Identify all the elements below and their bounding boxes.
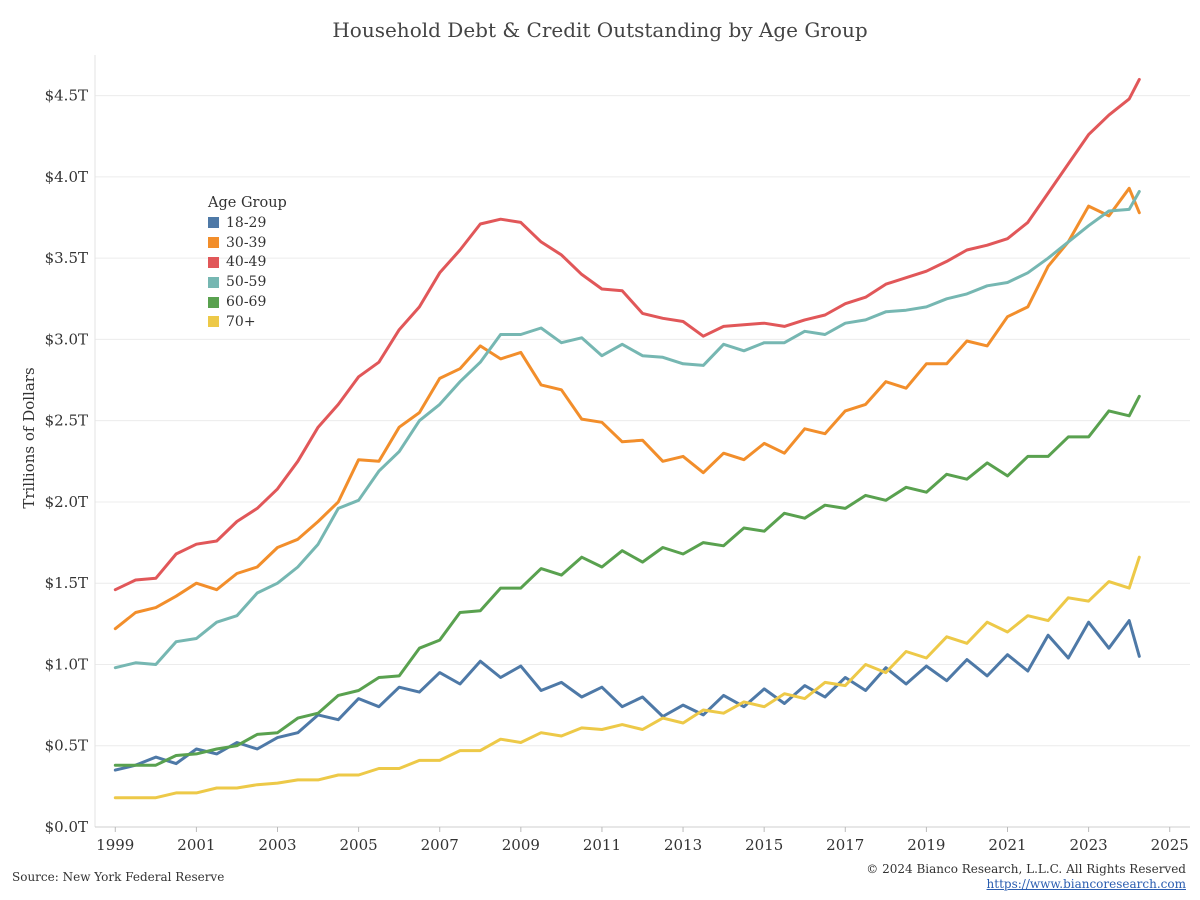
legend-label: 40-49 <box>226 254 267 271</box>
series-line-60-69 <box>113 394 1141 767</box>
x-tick-label: 2009 <box>502 836 540 854</box>
series-lines <box>113 77 1141 800</box>
x-tick-label: 2003 <box>258 836 296 854</box>
x-tick-label: 2019 <box>907 836 945 854</box>
legend-swatch <box>208 217 219 229</box>
legend-label: 18-29 <box>226 214 267 231</box>
y-tick-label: $3.5T <box>45 249 88 267</box>
legend-label: 50-59 <box>226 274 267 291</box>
legend: Age Group 18-29 30-39 40-49 50-59 60-69 70+ <box>208 195 287 332</box>
legend-item-18-29: 18-29 <box>208 213 287 233</box>
x-tick-label: 1999 <box>96 836 134 854</box>
x-tick-label: 2001 <box>177 836 215 854</box>
website-link[interactable]: https://www.biancoresearch.com <box>986 877 1186 891</box>
x-tick-label: 2007 <box>421 836 459 854</box>
legend-swatch <box>208 237 219 249</box>
y-tick-label: $1.0T <box>45 655 88 673</box>
x-tick-label: 2011 <box>583 836 621 854</box>
legend-item-70+: 70+ <box>208 312 287 332</box>
y-tick-label: $0.5T <box>45 737 88 755</box>
axes: $0.0T $0.5T $1.0T $1.5T $2.0T $2.5T $3.0T $3.5T… <box>45 55 1190 854</box>
x-tick-label: 2023 <box>1070 836 1108 854</box>
source-note: Source: New York Federal Reserve <box>12 870 225 884</box>
y-tick-label: $1.5T <box>45 574 88 592</box>
legend-label: 70+ <box>226 313 256 330</box>
copyright-text: © 2024 Bianco Research, L.L.C. All Right… <box>866 862 1186 876</box>
legend-swatch <box>208 296 219 308</box>
legend-title: Age Group <box>208 195 287 211</box>
legend-swatch <box>208 256 219 268</box>
legend-label: 60-69 <box>226 294 267 311</box>
x-tick-label: 2005 <box>340 836 378 854</box>
y-tick-label: $4.5T <box>45 87 88 105</box>
legend-item-30-39: 30-39 <box>208 233 287 253</box>
y-tick-label: $4.0T <box>45 168 88 186</box>
y-tick-label: $0.0T <box>45 818 88 836</box>
legend-item-40-49: 40-49 <box>208 253 287 273</box>
y-axis-label: Trillions of Dollars <box>20 367 38 508</box>
series-line-18-29 <box>113 619 1141 772</box>
legend-item-50-59: 50-59 <box>208 272 287 292</box>
x-tick-label: 2013 <box>664 836 702 854</box>
series-line-70+ <box>113 555 1141 800</box>
legend-item-60-69: 60-69 <box>208 292 287 312</box>
series-line-30-39 <box>113 186 1141 631</box>
series-line-50-59 <box>113 190 1141 670</box>
y-tick-label: $2.0T <box>45 493 88 511</box>
legend-swatch <box>208 276 219 288</box>
x-tick-label: 2017 <box>826 836 864 854</box>
legend-label: 30-39 <box>226 234 267 251</box>
chart-title: Household Debt & Credit Outstanding by A… <box>332 18 868 42</box>
y-tick-label: $3.0T <box>45 330 88 348</box>
series-line-40-49 <box>113 77 1141 592</box>
x-tick-label: 2025 <box>1151 836 1189 854</box>
y-tick-label: $2.5T <box>45 412 88 430</box>
footer-credits: © 2024 Bianco Research, L.L.C. All Right… <box>866 862 1186 892</box>
x-tick-label: 2021 <box>988 836 1026 854</box>
legend-swatch <box>208 316 219 328</box>
x-tick-label: 2015 <box>745 836 783 854</box>
